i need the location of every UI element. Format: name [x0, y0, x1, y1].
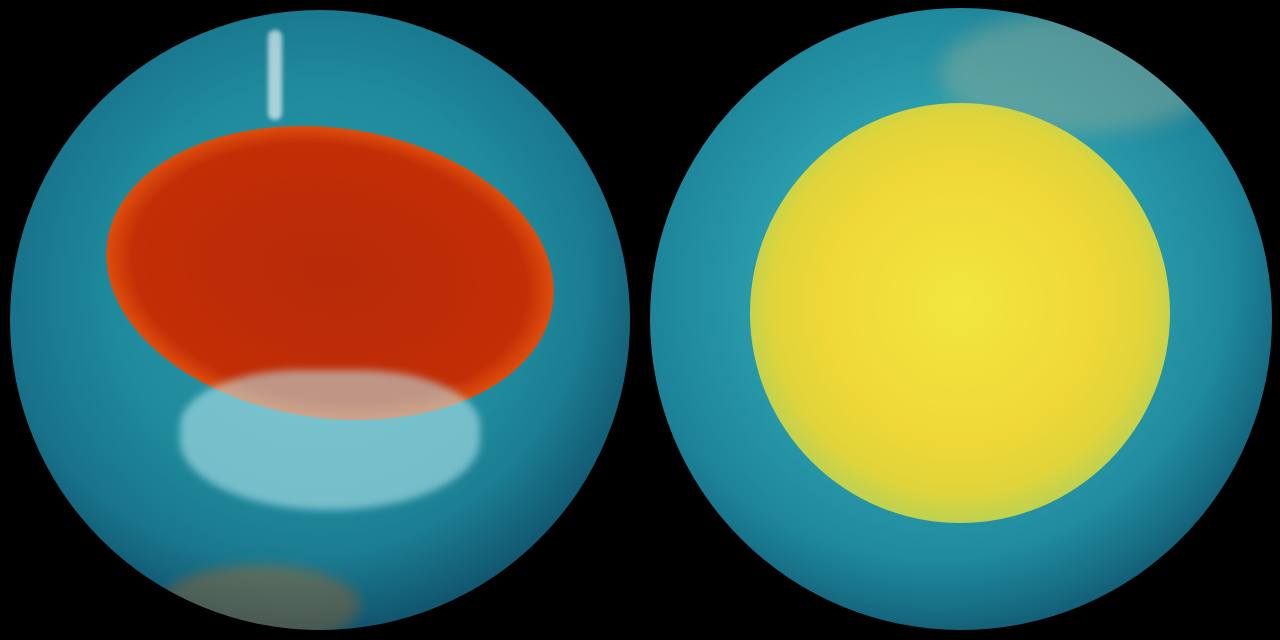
south-pole-globe	[10, 10, 630, 630]
north-pole-globe	[650, 8, 1272, 630]
globe-shading	[10, 10, 630, 630]
globe-shading	[650, 8, 1272, 630]
